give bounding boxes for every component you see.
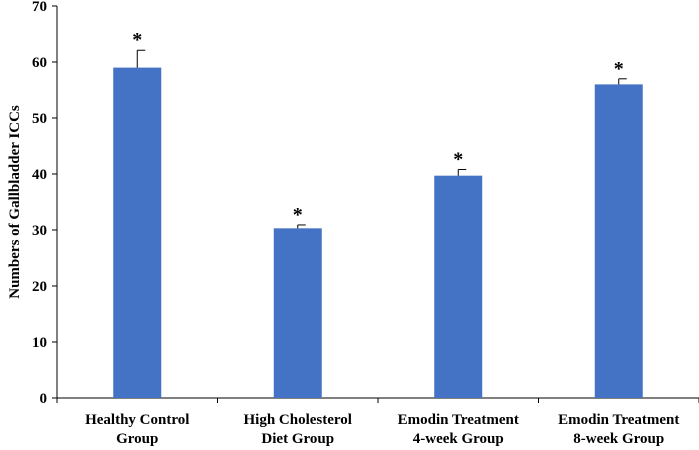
x-category-label: Diet Group xyxy=(261,431,334,447)
y-tick-label: 40 xyxy=(32,167,47,183)
significance-marker: * xyxy=(132,29,142,51)
y-tick-label: 50 xyxy=(32,111,47,127)
bar[interactable] xyxy=(434,175,483,398)
x-category-label: High Cholesterol xyxy=(244,412,352,428)
x-category-label: 8-week Group xyxy=(573,431,664,447)
bar[interactable] xyxy=(113,67,162,398)
x-category-label: Group xyxy=(116,431,158,447)
bar[interactable] xyxy=(594,84,643,399)
y-tick-label: 70 xyxy=(32,0,47,15)
x-category-label: 4-week Group xyxy=(413,431,504,447)
significance-marker: * xyxy=(293,204,303,226)
x-category-label: Emodin Treatment xyxy=(558,412,679,428)
bar[interactable] xyxy=(273,228,322,398)
y-tick-label: 60 xyxy=(32,55,47,71)
x-category-label: Emodin Treatment xyxy=(398,412,519,428)
significance-marker: * xyxy=(614,58,624,80)
y-axis-title: Numbers of Gallbladder ICCs xyxy=(7,105,23,299)
y-tick-label: 10 xyxy=(32,335,47,351)
bars xyxy=(113,49,643,399)
labels: Numbers of Gallbladder ICCs * Healthy Cont… xyxy=(7,29,679,447)
y-tick-label: 30 xyxy=(32,223,47,239)
x-category-label: Healthy Control xyxy=(85,412,189,428)
y-tick-label: 0 xyxy=(40,391,48,407)
significance-marker: * xyxy=(453,149,463,171)
y-tick-label: 20 xyxy=(32,279,47,295)
axes: 0 10 20 30 40 50 60 70 xyxy=(32,0,699,407)
